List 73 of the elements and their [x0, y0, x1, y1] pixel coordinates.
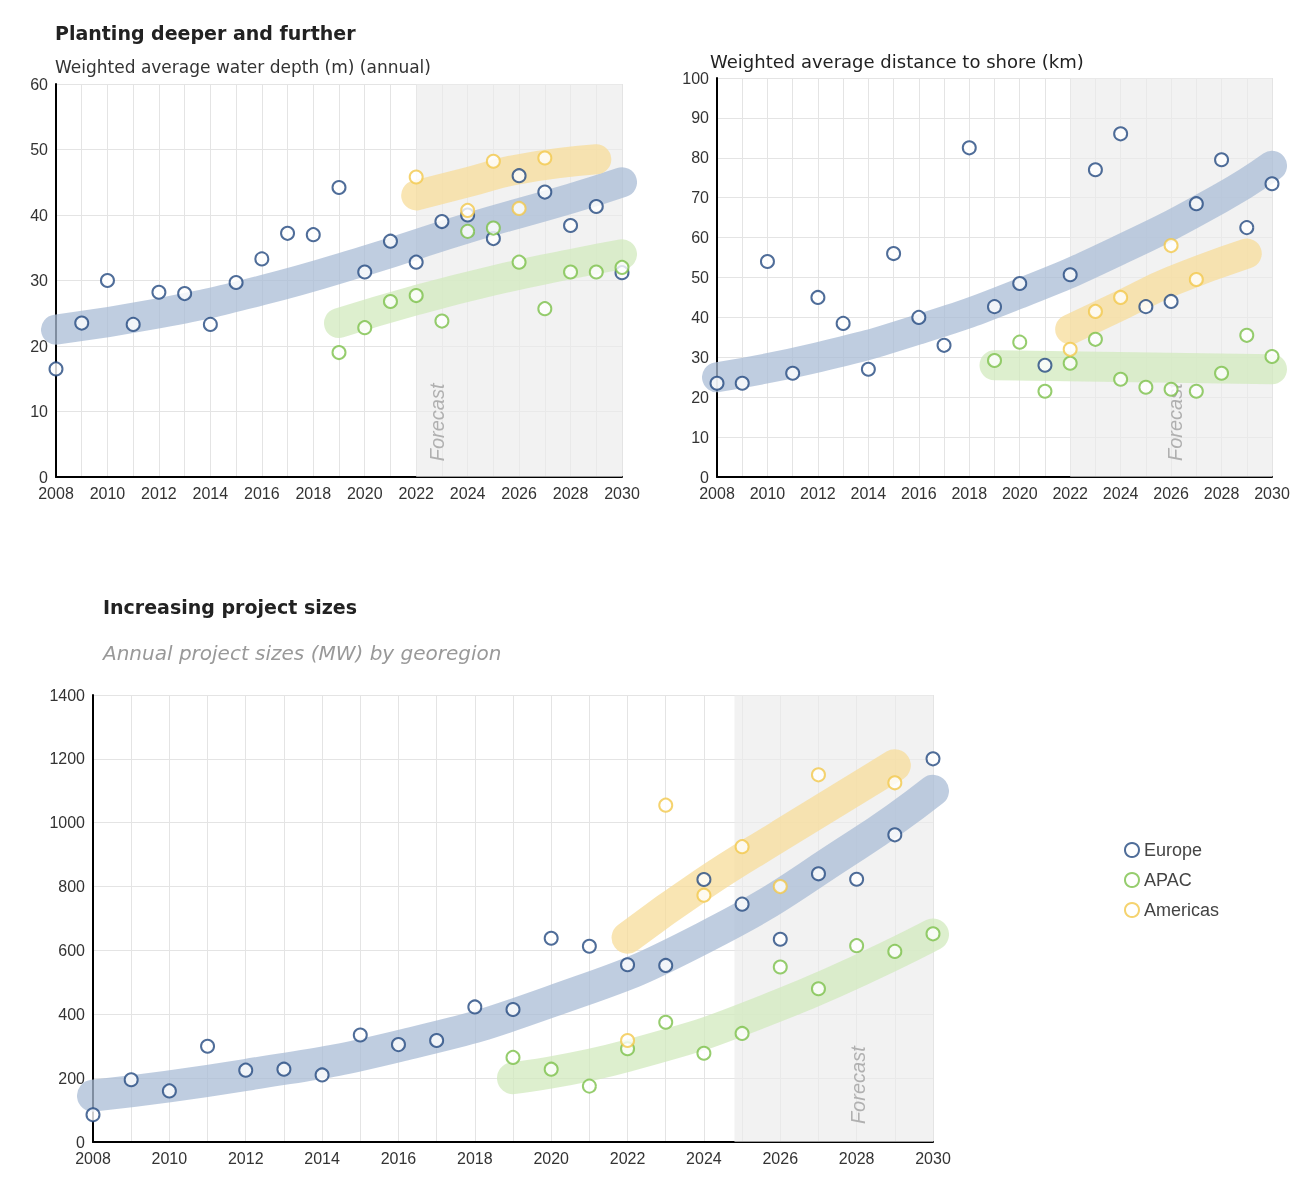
x-tick-label: 2030: [604, 484, 640, 502]
y-tick-label: 60: [691, 229, 710, 247]
y-tick-label: 600: [58, 941, 86, 959]
x-tick-label: 2010: [89, 484, 126, 502]
chart-title: Increasing project sizes: [103, 595, 357, 618]
x-tick-label: 2010: [151, 1149, 188, 1167]
band-label: Forecast: [846, 1044, 869, 1125]
chart-title: Planting deeper and further: [55, 21, 357, 44]
y-tick-label: 10: [691, 428, 710, 446]
x-tick-label: 2020: [533, 1149, 570, 1167]
y-tick-label: 400: [58, 1005, 86, 1023]
y-tick-label: 90: [691, 109, 710, 127]
y-tick-label: 50: [691, 269, 710, 286]
x-tick-label: 2026: [762, 1149, 799, 1167]
y-tick-label: 30: [30, 272, 49, 289]
y-tick-label: 1400: [49, 686, 86, 704]
chart-subtitle: Annual project sizes (MW) by georegion: [101, 641, 502, 665]
chart-title: Weighted average distance to shore (km): [710, 50, 1084, 72]
y-tick-label: 60: [30, 75, 49, 93]
x-tick-label: 2014: [192, 484, 229, 502]
x-tick-label: 2016: [901, 484, 937, 502]
y-tick-label: 40: [30, 206, 49, 224]
x-tick-label: 2028: [1203, 484, 1240, 502]
x-tick-label: 2018: [295, 484, 332, 502]
y-tick-label: 100: [682, 69, 710, 87]
y-tick-label: 1200: [49, 750, 86, 768]
x-tick-label: 2028: [838, 1149, 875, 1167]
x-tick-label: 2022: [609, 1149, 646, 1167]
x-tick-label: 2008: [38, 484, 74, 502]
x-tick-label: 2008: [75, 1149, 111, 1167]
band-label: Forecast: [425, 382, 448, 462]
y-tick-label: 0: [700, 468, 710, 486]
x-tick-label: 2012: [227, 1149, 264, 1167]
x-tick-label: 2024: [449, 484, 486, 502]
y-tick-label: 0: [76, 1133, 86, 1151]
x-tick-label: 2012: [141, 484, 177, 502]
x-tick-label: 2024: [1102, 484, 1139, 502]
legend-label: APAC: [1143, 870, 1192, 890]
x-tick-label: 2020: [346, 484, 383, 502]
x-tick-label: 2022: [398, 484, 435, 502]
x-tick-label: 2022: [1052, 484, 1089, 502]
legend-label: Europe: [1143, 840, 1203, 860]
x-tick-label: 2020: [1001, 484, 1038, 502]
x-tick-label: 2030: [915, 1149, 951, 1167]
x-tick-label: 2010: [749, 484, 786, 502]
x-tick-label: 2012: [800, 484, 836, 502]
y-tick-label: 1000: [49, 814, 86, 832]
x-tick-label: 2018: [951, 484, 988, 502]
x-tick-label: 2018: [457, 1149, 493, 1167]
y-tick-label: 200: [58, 1069, 86, 1087]
x-tick-label: 2008: [699, 484, 735, 502]
x-tick-label: 2014: [304, 1149, 340, 1167]
y-tick-label: 10: [30, 403, 49, 420]
x-tick-label: 2024: [686, 1149, 722, 1167]
x-tick-label: 2028: [552, 484, 589, 502]
legend-label: Americas: [1143, 900, 1219, 920]
y-tick-label: 20: [30, 337, 49, 355]
y-tick-label: 70: [691, 189, 710, 207]
x-tick-label: 2030: [1254, 484, 1290, 502]
y-tick-label: 50: [30, 141, 49, 158]
y-tick-label: 40: [691, 308, 710, 326]
x-tick-label: 2026: [1153, 484, 1189, 502]
x-tick-label: 2016: [380, 1149, 417, 1167]
chart-subtitle: Weighted average water depth (m) (annual): [55, 56, 431, 77]
x-tick-label: 2016: [244, 484, 280, 502]
y-tick-label: 30: [691, 348, 710, 366]
x-tick-label: 2026: [501, 484, 537, 502]
x-tick-label: 2014: [850, 484, 887, 502]
y-tick-label: 800: [58, 878, 86, 896]
band-label: Forecast: [1164, 381, 1187, 462]
y-tick-label: 80: [691, 149, 710, 167]
y-tick-label: 0: [39, 468, 49, 486]
y-tick-label: 20: [691, 388, 710, 406]
